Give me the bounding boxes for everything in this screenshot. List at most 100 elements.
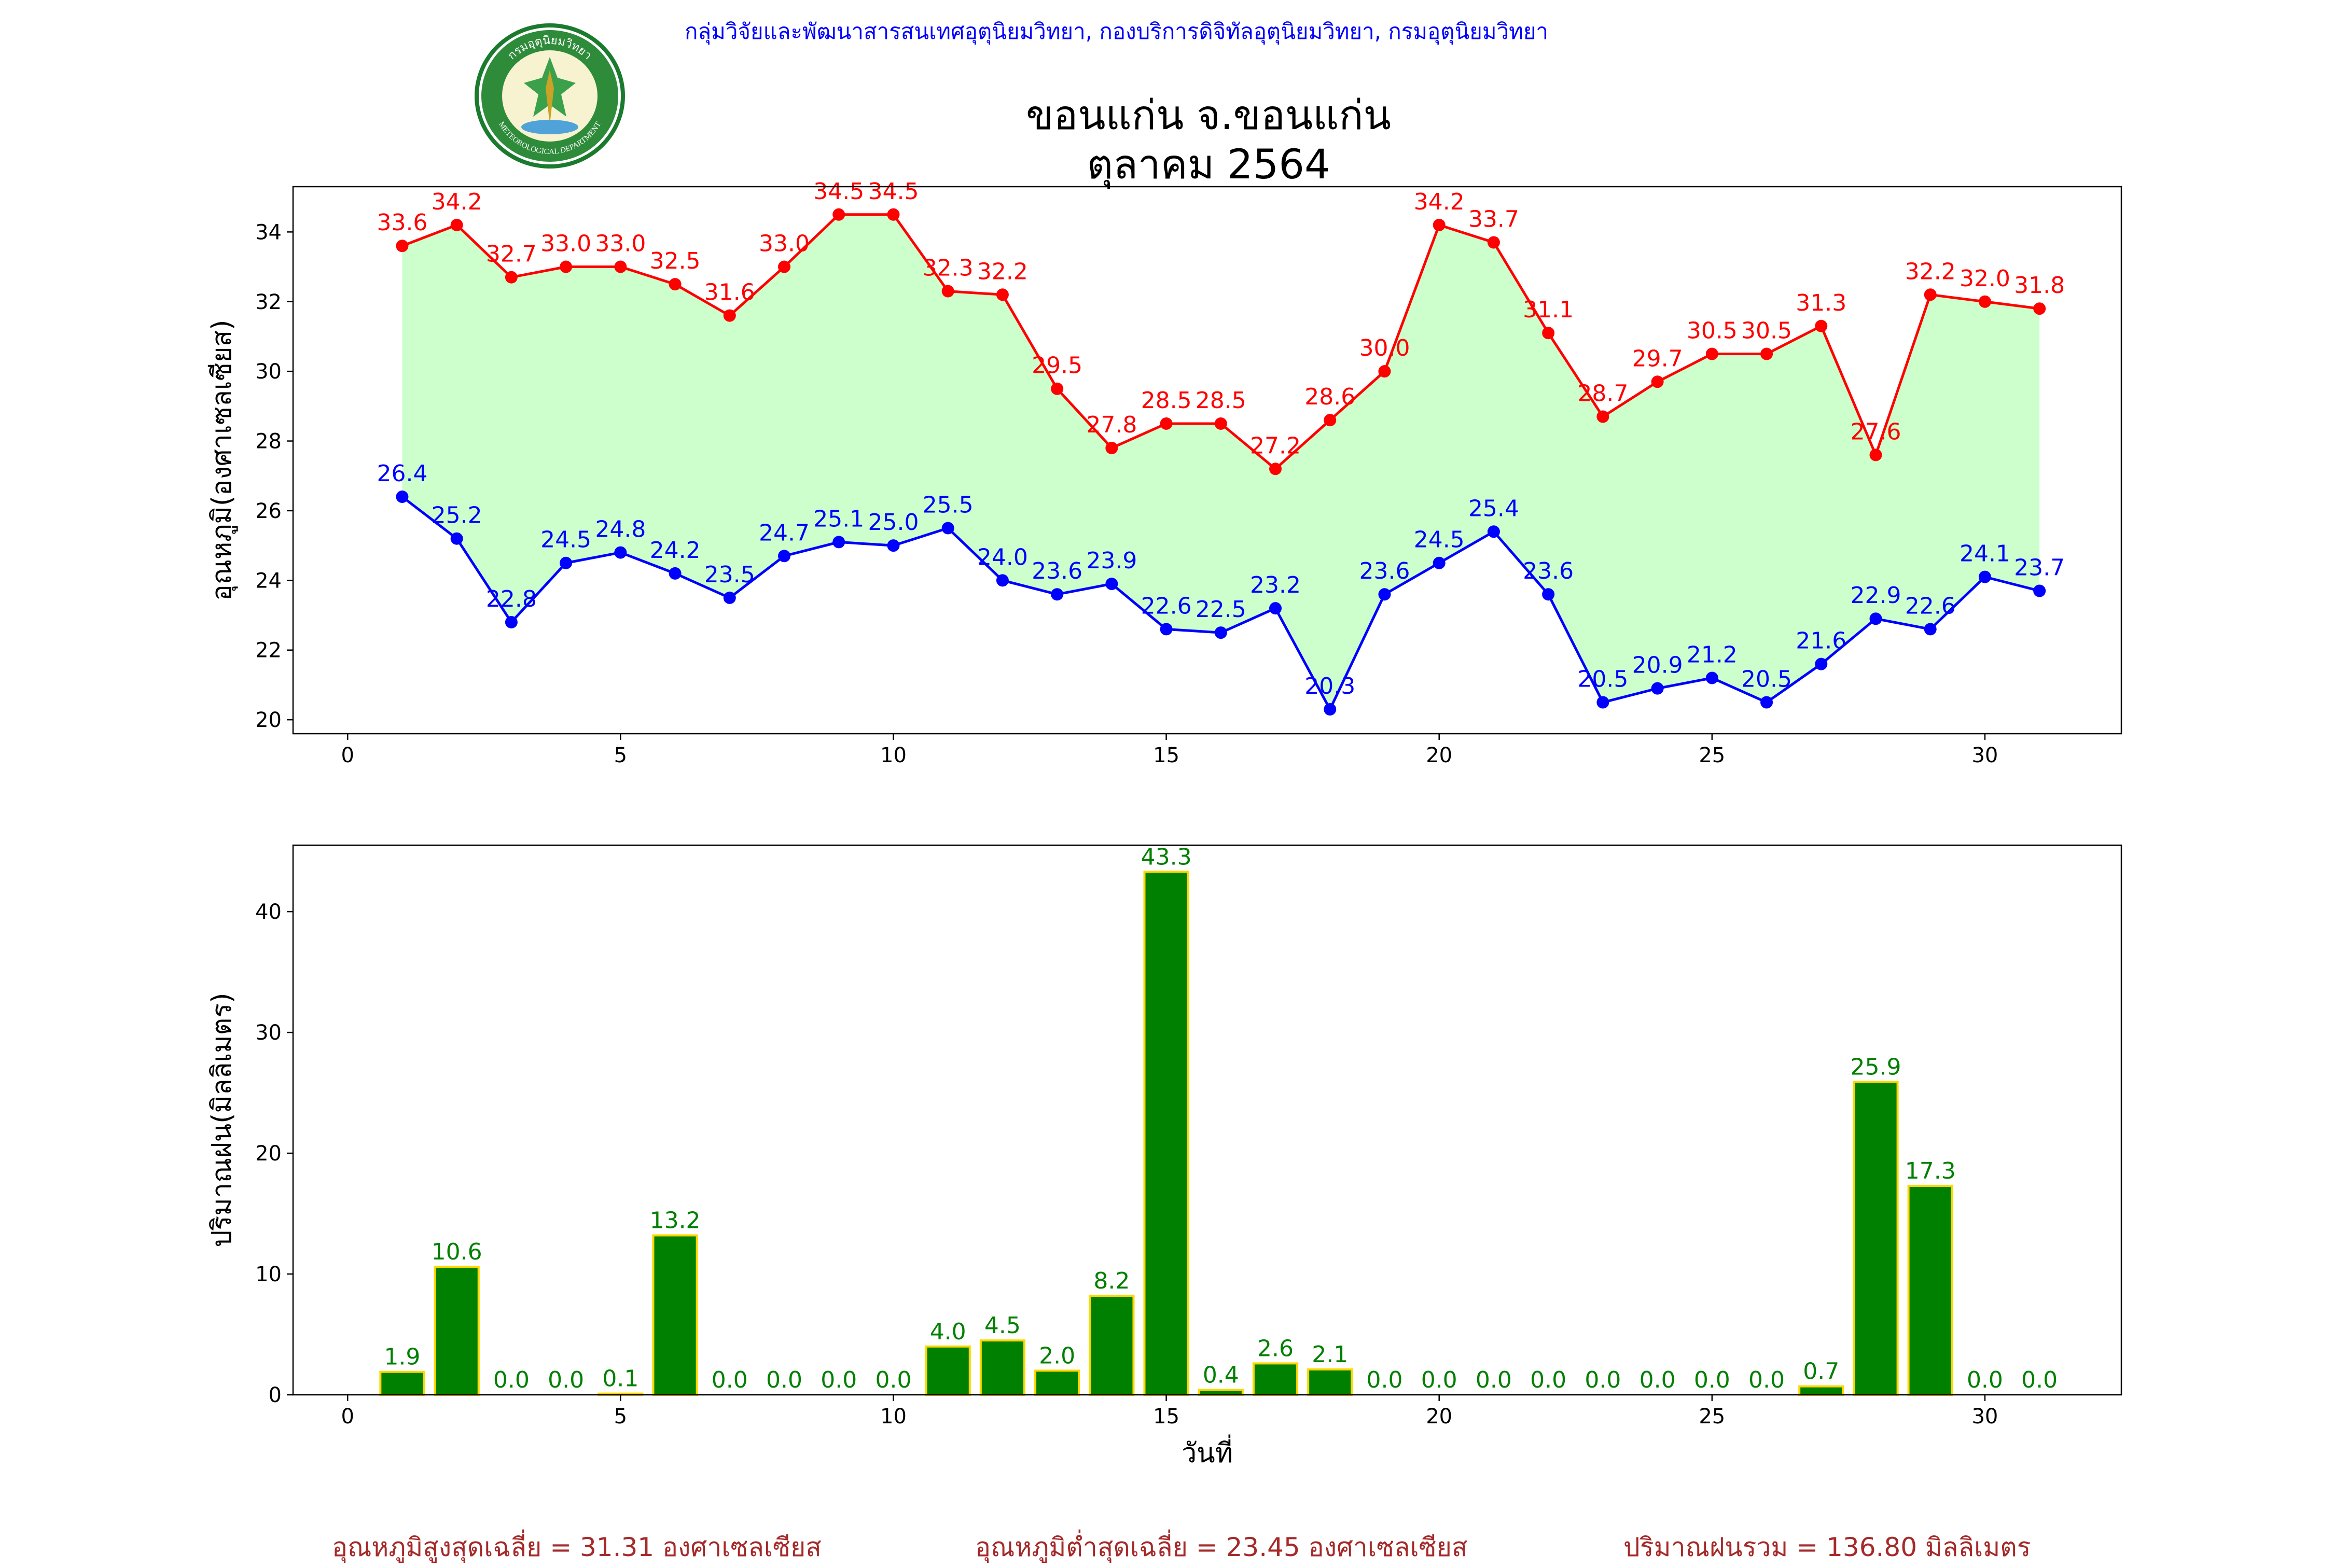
min-temp-label: 23.7 <box>2014 554 2065 581</box>
rainfall-chart: 1.9 10.6 0.0 0.0 0.1 13.2 0.0 0.0 0.0 0.0 4.0 4.5 2.… <box>206 844 2122 1469</box>
max-temp-label: 31.1 <box>1523 297 1574 323</box>
min-temp-point <box>1705 671 1718 684</box>
station-title: ขอนแก่น จ.ขอนแก่น <box>1026 92 1391 139</box>
max-temp-point <box>560 260 573 273</box>
rain-bar-label: 0.0 <box>712 1367 748 1393</box>
min-temp-point <box>778 550 791 563</box>
temperature-xtick-label: 25 <box>1699 744 1725 767</box>
rain-bar <box>652 1234 698 1396</box>
min-temp-point <box>1542 588 1555 601</box>
max-temp-label: 33.0 <box>759 231 810 257</box>
min-temp-point <box>669 567 682 580</box>
agency-line: กลุ่มวิจัยและพัฒนาสารสนเทศอุตุนิยมวิทยา,… <box>685 19 1549 44</box>
min-temp-label: 24.7 <box>759 520 810 546</box>
total-rainfall: ปริมาณฝนรวม = 136.80 มิลลิเมตร <box>1623 1532 2031 1562</box>
rain-bar-label: 0.0 <box>548 1367 584 1393</box>
max-temp-label: 30.0 <box>1359 335 1410 361</box>
temperature-ytick-label: 20 <box>255 708 282 732</box>
rain-bar <box>925 1345 971 1396</box>
min-temp-label: 20.9 <box>1632 652 1683 679</box>
min-temp-label: 23.6 <box>1359 558 1410 584</box>
temperature-ytick-label: 30 <box>255 360 282 384</box>
rain-bar <box>1252 1362 1299 1396</box>
min-temp-label: 20.5 <box>1741 666 1792 693</box>
max-temp-point <box>2033 302 2046 315</box>
min-temp-label: 21.2 <box>1687 641 1738 668</box>
rain-bar <box>979 1339 1026 1396</box>
min-temp-point <box>505 615 518 628</box>
rain-bar-label: 2.1 <box>1312 1341 1348 1368</box>
max-temp-point <box>1924 288 1937 301</box>
rain-bar-label: 0.0 <box>1421 1367 1457 1393</box>
min-temp-point <box>1869 612 1882 625</box>
rainfall-frame <box>292 844 2122 1396</box>
max-temp-point <box>396 240 409 253</box>
rainfall-xtick-label: 30 <box>1971 1405 1998 1429</box>
avg-min-temp: อุณหภูมิต่ำสุดเฉลี่ย = 23.45 องศาเซลเซีย… <box>975 1532 1468 1562</box>
max-temp-label: 33.7 <box>1468 206 1519 233</box>
temperature-xtick-label: 15 <box>1153 744 1179 767</box>
rain-bar-label: 0.0 <box>1530 1367 1566 1393</box>
rain-bar-label: 0.0 <box>1585 1367 1621 1393</box>
min-temp-label: 24.8 <box>595 516 646 543</box>
max-temp-label: 34.5 <box>868 178 919 205</box>
max-temp-label: 33.0 <box>540 231 591 257</box>
rain-bar-label: 8.2 <box>1093 1268 1130 1294</box>
max-temp-point <box>1105 441 1118 454</box>
rain-bar-label: 0.7 <box>1803 1359 1839 1385</box>
min-temp-point <box>1160 623 1173 636</box>
rainfall-xtick-label: 25 <box>1699 1405 1725 1429</box>
max-temp-point <box>832 208 845 221</box>
min-temp-label: 24.5 <box>540 527 591 553</box>
min-temp-label: 25.2 <box>432 502 482 529</box>
temperature-ytick-label: 34 <box>255 220 282 244</box>
rainfall-xtick-label: 10 <box>880 1405 907 1429</box>
max-temp-label: 34.5 <box>813 178 864 205</box>
temperature-xtick-label: 30 <box>1971 744 1998 767</box>
min-temp-point <box>1596 696 1609 709</box>
max-temp-label: 31.6 <box>704 279 755 306</box>
rain-bar <box>1798 1385 1844 1396</box>
rain-bar-label: 0.4 <box>1203 1362 1239 1389</box>
min-temp-label: 25.1 <box>813 506 864 532</box>
max-temp-label: 27.6 <box>1851 418 1901 445</box>
min-temp-label: 20.3 <box>1304 673 1355 699</box>
min-temp-label: 23.9 <box>1086 548 1137 574</box>
rain-bar-label: 0.0 <box>493 1367 530 1393</box>
min-temp-label: 22.9 <box>1851 582 1901 609</box>
min-temp-point <box>1815 657 1828 670</box>
max-temp-label: 29.5 <box>1032 353 1082 379</box>
min-temp-label: 22.6 <box>1905 593 1956 619</box>
min-temp-point <box>941 522 954 535</box>
max-temp-label: 28.5 <box>1196 387 1246 414</box>
rain-bar-label: 0.0 <box>821 1367 857 1393</box>
max-temp-point <box>1160 417 1173 430</box>
max-temp-label: 28.7 <box>1577 381 1628 407</box>
max-temp-label: 27.2 <box>1250 432 1301 459</box>
rain-bar-label: 0.0 <box>1366 1367 1402 1393</box>
meteorological-department-logo: กรมอุตุนิยมวิทยา METEOROLOGICAL DEPARTME… <box>475 23 625 169</box>
min-temp-label: 25.5 <box>923 492 974 519</box>
max-temp-point <box>1269 463 1282 475</box>
min-temp-label: 20.5 <box>1577 666 1628 693</box>
min-temp-point <box>1487 525 1500 538</box>
max-temp-label: 28.5 <box>1141 387 1192 414</box>
max-temp-point <box>1815 319 1828 332</box>
rain-bar-label: 4.5 <box>984 1312 1021 1339</box>
rainfall-xtick-label: 0 <box>341 1405 354 1429</box>
min-temp-point <box>887 539 900 552</box>
rainfall-xlabel: วันที่ <box>1182 1434 1233 1469</box>
max-temp-point <box>1651 375 1664 388</box>
rain-bar-label: 0.0 <box>2021 1367 2058 1393</box>
month-title: ตุลาคม 2564 <box>1087 142 1330 188</box>
temperature-xtick-label: 0 <box>341 744 354 767</box>
rain-bar-label: 1.9 <box>384 1344 420 1370</box>
max-temp-label: 31.8 <box>2014 272 2065 299</box>
rain-bar-label: 2.0 <box>1039 1342 1075 1369</box>
rain-bar <box>1089 1294 1135 1396</box>
rain-bar-label: 0.0 <box>1748 1367 1785 1393</box>
min-temp-label: 21.6 <box>1796 628 1846 654</box>
max-temp-point <box>1433 218 1446 231</box>
rain-bar-label: 0.1 <box>602 1366 638 1392</box>
rain-bar-label: 43.3 <box>1141 844 1192 870</box>
